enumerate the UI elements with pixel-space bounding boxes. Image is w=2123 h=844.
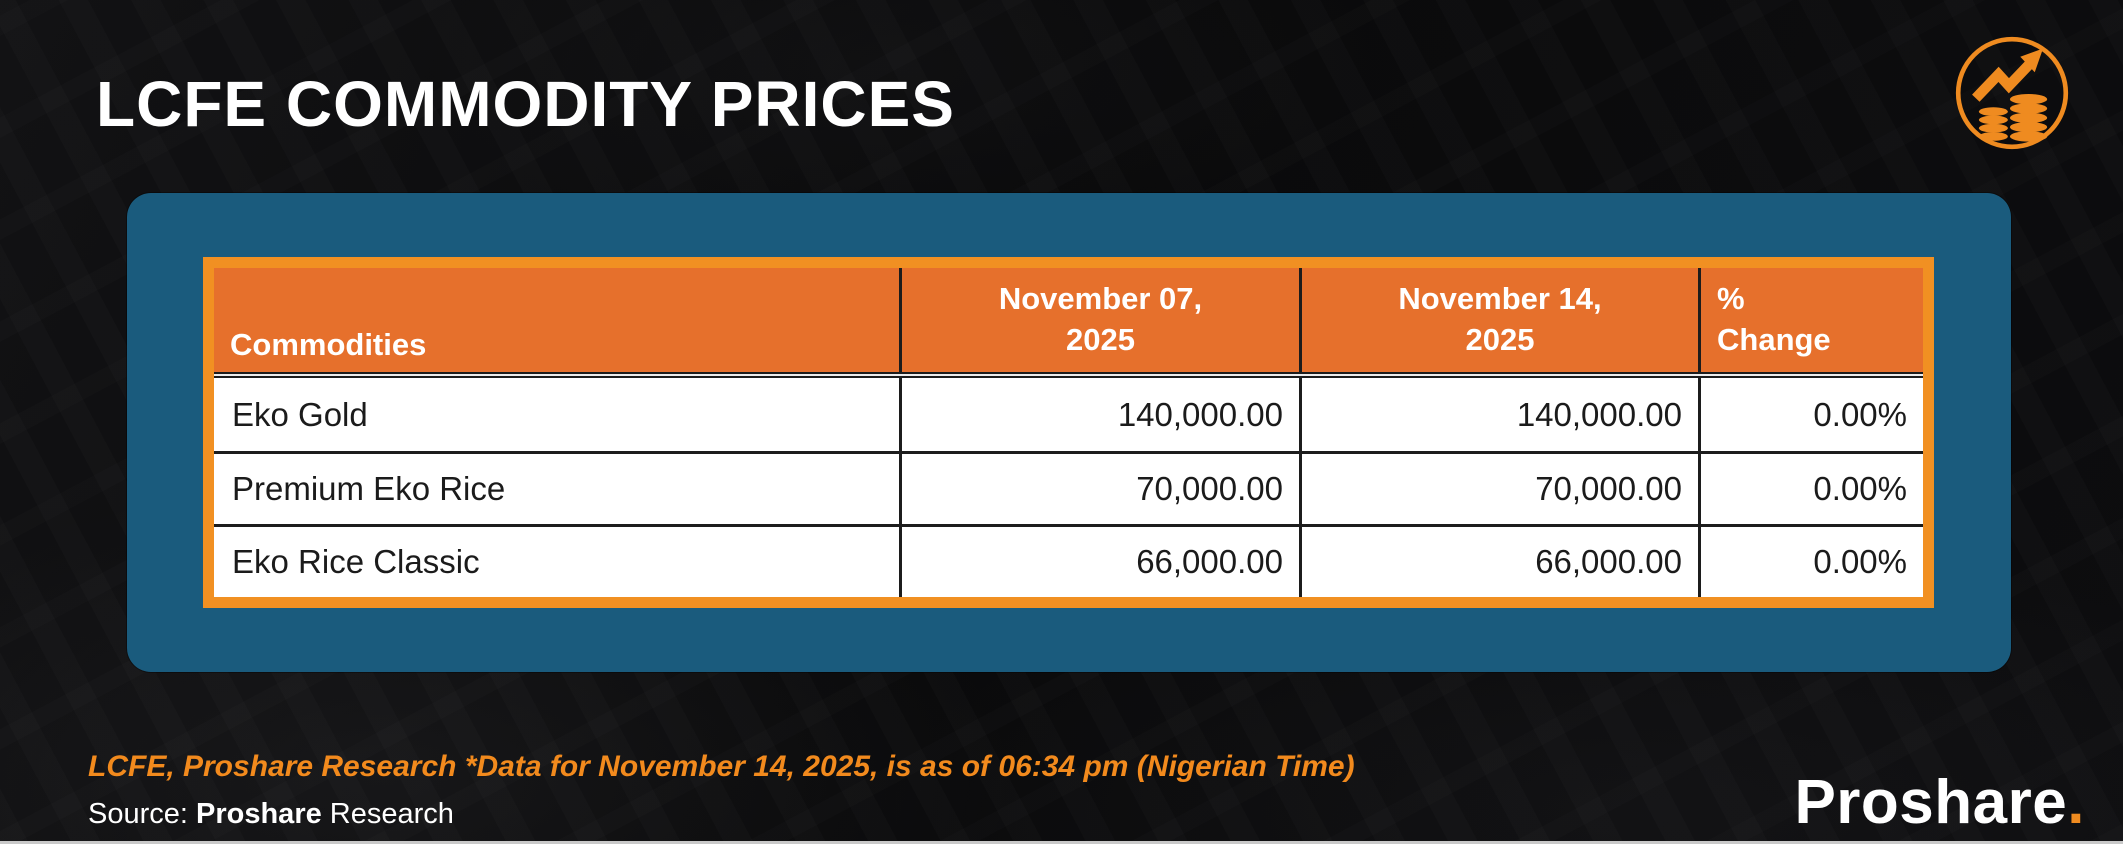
header-commodities: Commodities bbox=[230, 327, 427, 363]
table-panel: Commodities November 07, 2025 November 1… bbox=[127, 193, 2011, 672]
price-nov07: 66,000.00 bbox=[899, 527, 1299, 597]
price-nov07: 70,000.00 bbox=[899, 454, 1299, 524]
table-row: Premium Eko Rice 70,000.00 70,000.00 0.0… bbox=[214, 451, 1923, 524]
price-nov14: 140,000.00 bbox=[1299, 378, 1698, 451]
source-brand: Proshare bbox=[196, 798, 322, 830]
percent-change: 0.00% bbox=[1698, 454, 1923, 524]
bottom-edge-strip bbox=[0, 841, 2123, 844]
commodity-name: Premium Eko Rice bbox=[232, 470, 506, 507]
proshare-logo: Proshare. bbox=[1794, 768, 2085, 837]
header-november-07-2025: November 07, 2025 bbox=[899, 268, 1299, 372]
price-nov14: 70,000.00 bbox=[1299, 454, 1698, 524]
price-nov14: 66,000.00 bbox=[1299, 527, 1698, 597]
header-percent-change: % Change bbox=[1698, 268, 1923, 372]
commodity-name: Eko Gold bbox=[232, 395, 368, 433]
source-label: Source: bbox=[88, 798, 196, 830]
rising-prices-coins-icon bbox=[1952, 33, 2072, 153]
data-footnote: LCFE, Proshare Research *Data for Novemb… bbox=[88, 750, 1355, 783]
table-row: Eko Gold 140,000.00 140,000.00 0.00% bbox=[214, 378, 1923, 451]
table-row: Eko Rice Classic 66,000.00 66,000.00 0.0… bbox=[214, 524, 1923, 597]
header-divider bbox=[214, 372, 1923, 378]
logo-orange-dot: . bbox=[2067, 768, 2085, 837]
price-nov07: 140,000.00 bbox=[899, 378, 1299, 451]
commodity-name: Eko Rice Classic bbox=[232, 543, 480, 580]
source-line: Source: Proshare Research bbox=[88, 798, 454, 831]
source-rest: Research bbox=[321, 798, 454, 830]
header-november-14-2025: November 14, 2025 bbox=[1299, 268, 1698, 372]
commodity-price-table: Commodities November 07, 2025 November 1… bbox=[203, 257, 1934, 608]
percent-change: 0.00% bbox=[1698, 378, 1923, 451]
table-header-row: Commodities November 07, 2025 November 1… bbox=[214, 268, 1923, 372]
percent-change: 0.00% bbox=[1698, 527, 1923, 597]
page-title: LCFE COMMODITY PRICES bbox=[96, 68, 955, 140]
